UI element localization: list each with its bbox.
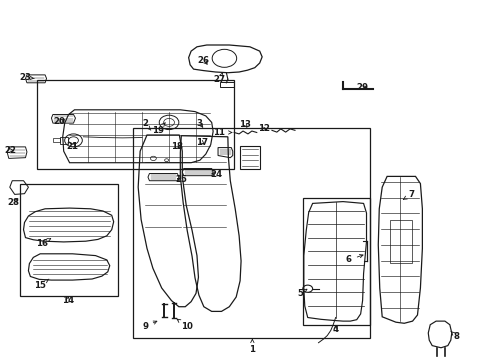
Text: 8: 8 [451,331,460,341]
Text: 17: 17 [196,138,208,147]
Bar [133,128,370,338]
Text: 28: 28 [8,198,20,207]
Bar [303,198,370,325]
Text: 10: 10 [177,319,193,331]
Text: 1: 1 [249,339,255,354]
Text: 25: 25 [175,175,187,184]
Text: 26: 26 [198,56,210,65]
Text: 13: 13 [239,120,251,129]
Text: 16: 16 [36,238,51,248]
Text: 19: 19 [152,123,165,135]
Text: 2: 2 [142,120,151,130]
Bar [220,82,234,87]
Text: 21: 21 [67,141,78,150]
Text: 15: 15 [34,279,49,289]
Bar [37,80,234,169]
Bar [53,138,60,142]
Text: 18: 18 [172,143,183,152]
Bar [60,137,68,144]
Text: 6: 6 [346,255,363,264]
Text: 24: 24 [211,170,222,179]
Bar [390,220,412,263]
Text: 7: 7 [403,190,415,199]
Text: 22: 22 [5,146,17,155]
Text: 4: 4 [333,325,339,333]
Text: 9: 9 [142,321,157,331]
Text: 29: 29 [357,83,368,91]
Text: 5: 5 [297,289,307,298]
Bar [20,184,118,296]
Text: 20: 20 [54,117,66,126]
Text: 27: 27 [214,72,225,85]
Text: 14: 14 [62,296,74,305]
Text: 23: 23 [20,73,34,82]
Text: 11: 11 [214,128,232,137]
Text: 3: 3 [197,118,203,127]
Text: 12: 12 [258,124,270,133]
